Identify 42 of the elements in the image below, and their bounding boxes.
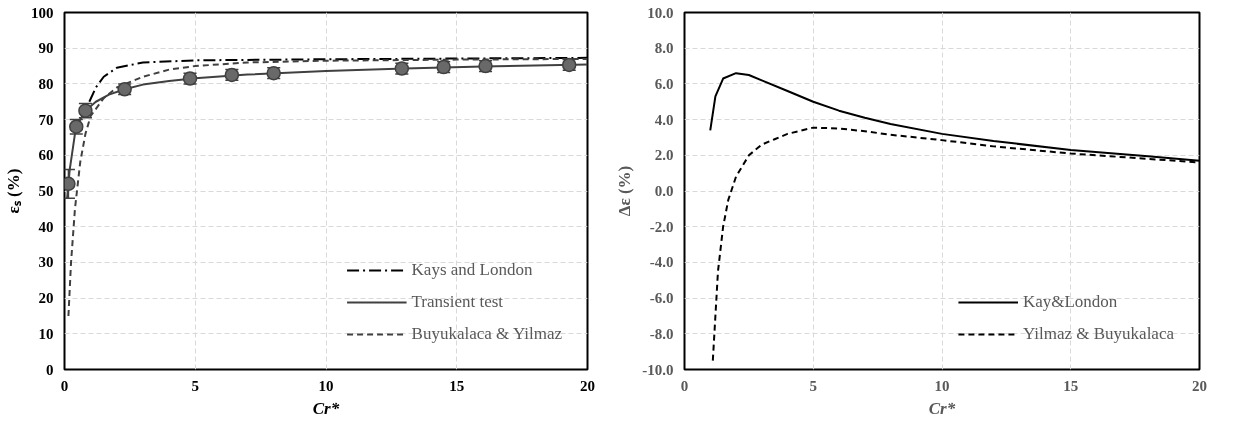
- y-tick-label: 0: [46, 361, 54, 378]
- x-tick-label: 15: [1063, 377, 1079, 394]
- y-tick-label: 2.0: [654, 147, 674, 164]
- x-tick-label: 5: [809, 377, 817, 394]
- x-tick-label: 20: [1192, 377, 1207, 394]
- y-tick-label: 80: [38, 75, 54, 92]
- y-tick-label: 70: [38, 111, 54, 128]
- legend-label: Kays and London: [411, 260, 533, 280]
- y-tick-label: -10.0: [642, 361, 674, 378]
- y-tick-label: 6.0: [654, 75, 674, 92]
- y-tick-label: 100: [31, 4, 54, 21]
- y-tick-label: 30: [38, 254, 54, 271]
- y-tick-label: -2.0: [649, 218, 674, 235]
- y-tick-label: 50: [38, 183, 54, 199]
- y-tick-label: 20: [38, 290, 54, 307]
- x-tick-label: 5: [191, 377, 199, 394]
- x-tick-label: 0: [680, 377, 689, 394]
- legend-label: Buyukalaca & Yilmaz: [411, 324, 562, 344]
- y-tick-label: 10: [38, 325, 54, 342]
- y-tick-label: 4.0: [654, 111, 674, 128]
- y-tick-label: -8.0: [649, 325, 674, 342]
- y-axis-title: Δε (%): [615, 165, 635, 217]
- legend-label: Kay&London: [1022, 292, 1118, 312]
- x-tick-label: 10: [318, 377, 334, 394]
- x-tick-label: 20: [580, 377, 595, 394]
- legend-label: Transient test: [411, 292, 504, 312]
- y-tick-label: 90: [38, 40, 54, 57]
- x-tick-label: 10: [934, 377, 950, 394]
- legend-label: Yilmaz & Buyukalaca: [1022, 324, 1174, 344]
- y-tick-label: -4.0: [649, 254, 674, 271]
- y-tick-label: -6.0: [649, 290, 674, 307]
- y-tick-label: 40: [38, 218, 54, 235]
- y-tick-label: 60: [38, 147, 54, 164]
- x-tick-label: 15: [449, 377, 465, 394]
- x-tick-label: 0: [60, 377, 69, 394]
- line-series: [67, 57, 588, 317]
- y-axis-title: εₛ (%): [4, 168, 23, 214]
- x-axis-title: Cr*: [928, 398, 956, 418]
- y-tick-label: 10.0: [647, 4, 674, 21]
- y-tick-label: 8.0: [654, 40, 674, 57]
- y-tick-label: 0.0: [654, 183, 674, 199]
- x-axis-title: Cr*: [312, 398, 340, 418]
